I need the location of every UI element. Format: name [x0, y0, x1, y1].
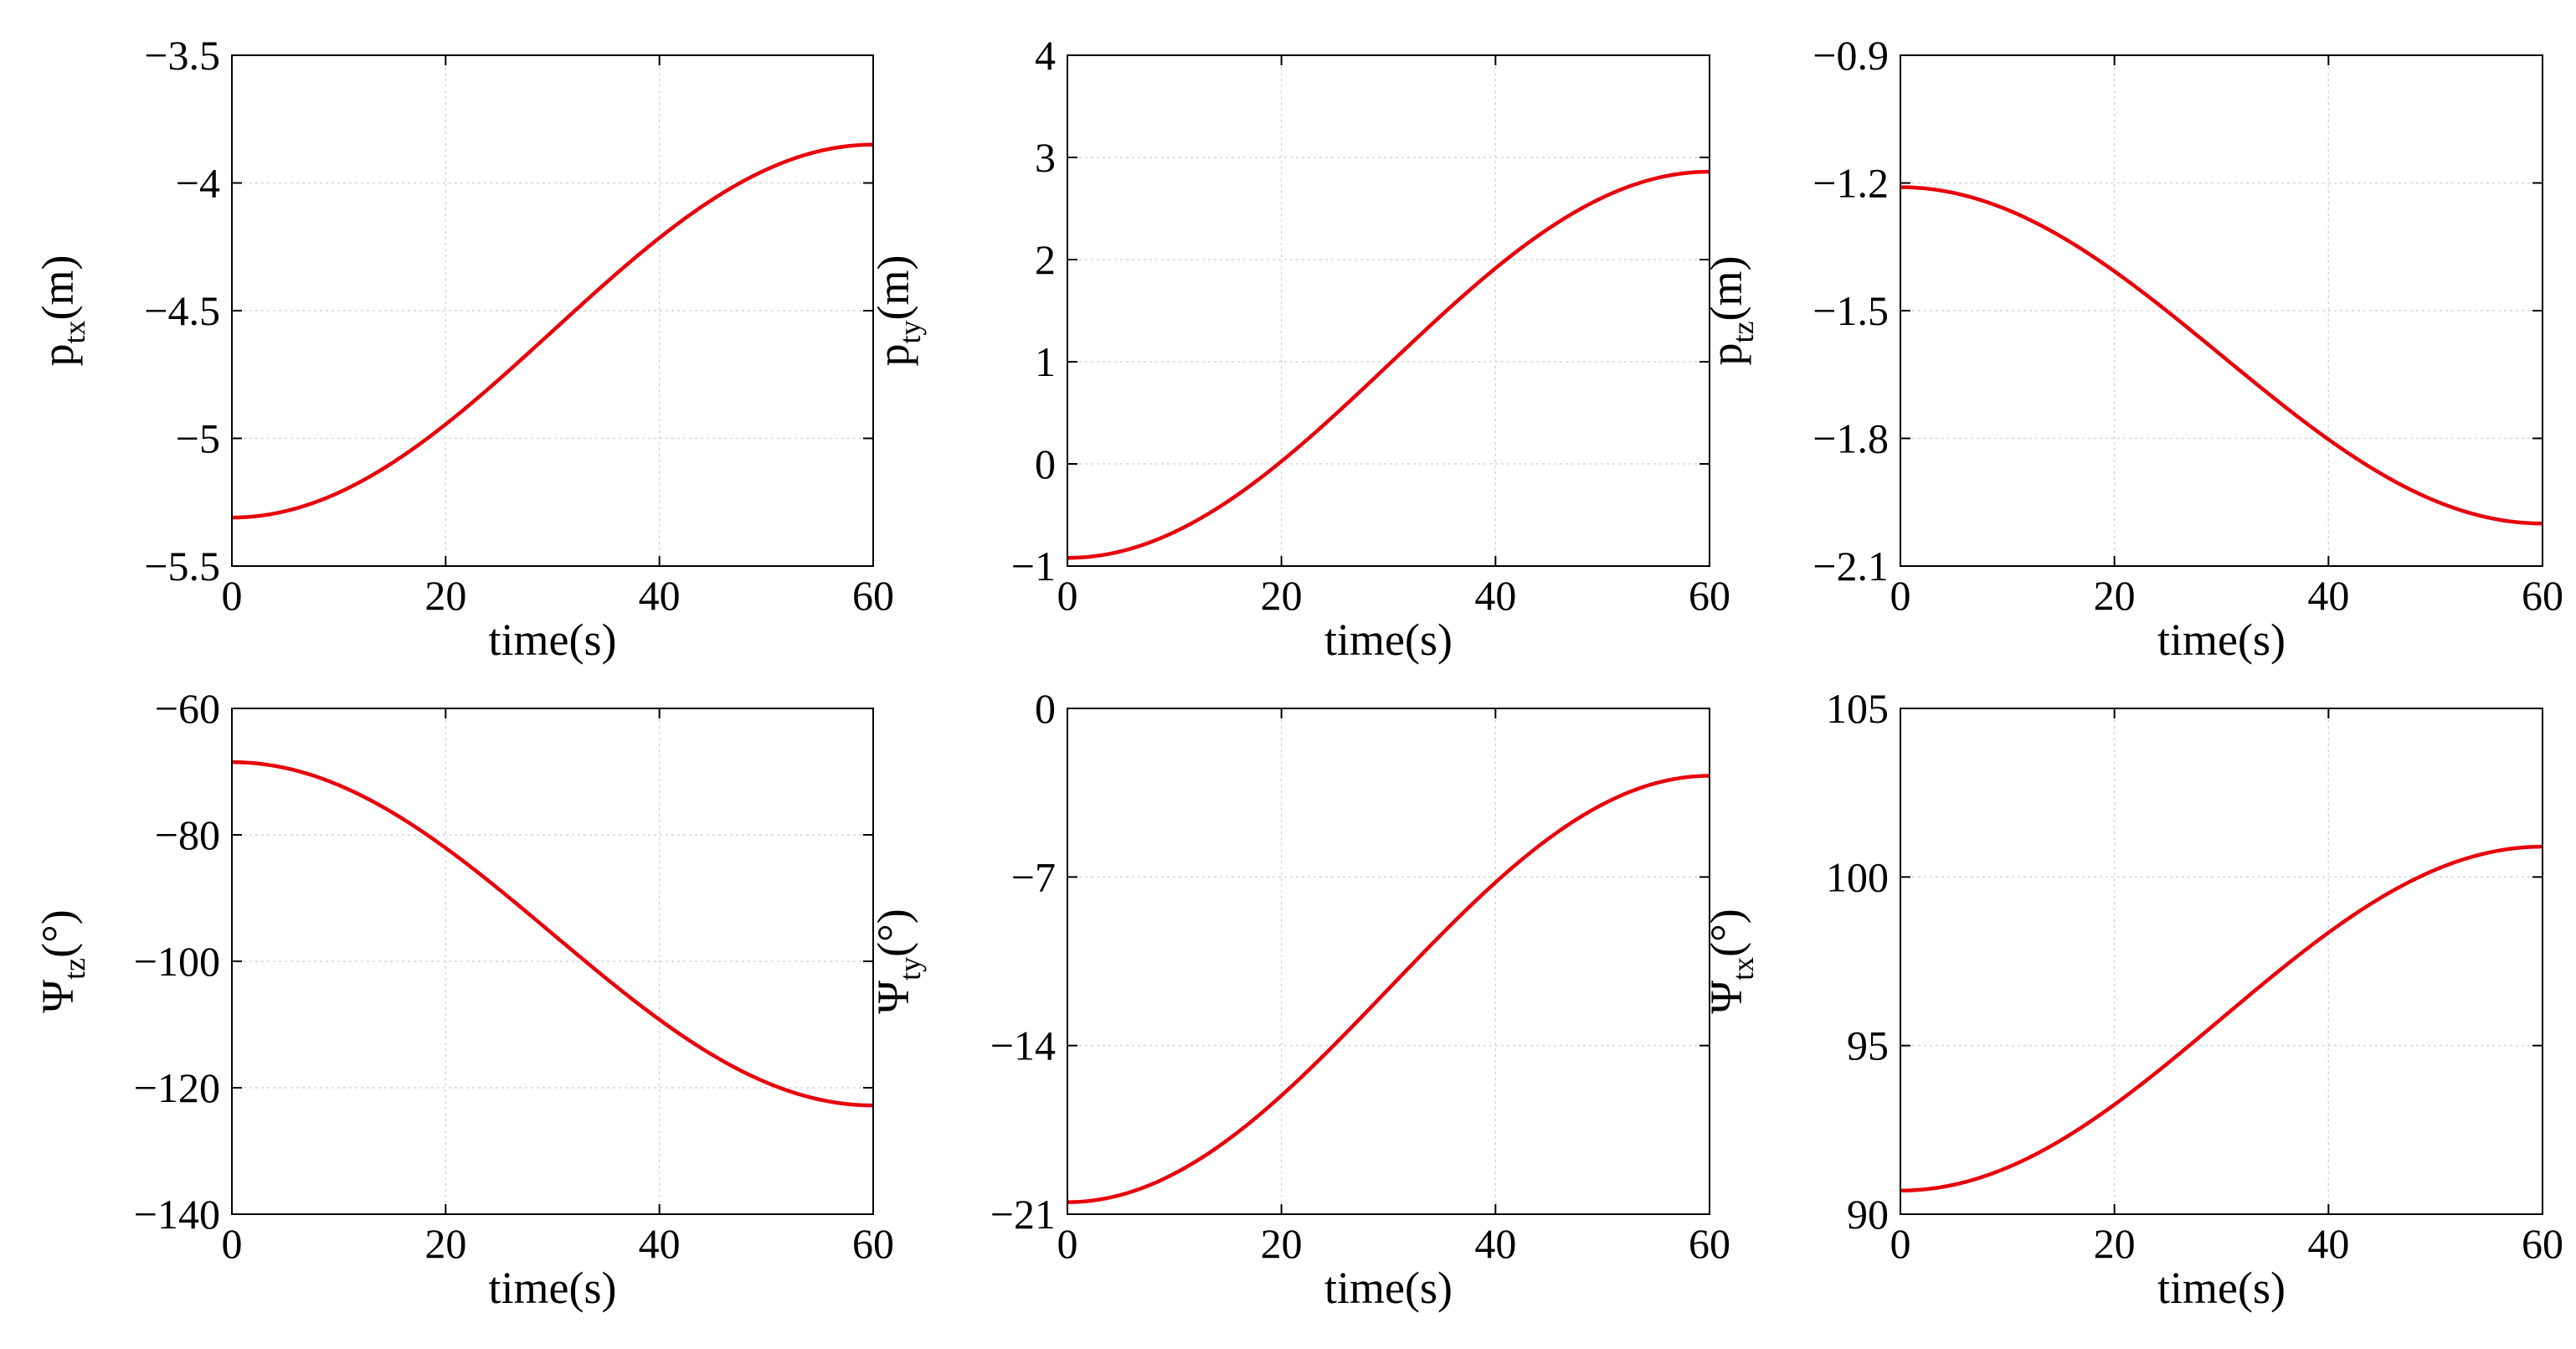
panel-3: 0 20 40 60 −2.1 −1.8 −1.5 −1.2 −0.9 time(s) ptz(m)	[1701, 32, 2563, 665]
y-axis-label: pty(m)	[868, 255, 927, 367]
y-axis-unit: (°)	[868, 909, 918, 957]
data-curve	[1067, 774, 1710, 1204]
y-tick-label: −100	[134, 938, 220, 985]
y-tick-label: 2	[1035, 236, 1056, 283]
y-axis-symbol: p	[33, 343, 83, 366]
x-tick-label: 0	[222, 1220, 243, 1267]
data-curve	[1900, 844, 2543, 1193]
x-tick-label: 20	[2094, 1220, 2136, 1267]
panel-1: 0 20 40 60 −5.5 −5 −4.5 −4 −3.5 time(s) ptx(m)	[33, 32, 894, 665]
data-curve	[1900, 185, 2543, 526]
x-axis-label: time(s)	[2157, 615, 2285, 665]
y-tick-label: −4	[176, 160, 220, 207]
y-tick-label: −60	[155, 685, 220, 732]
y-tick-label: 0	[1035, 685, 1056, 732]
y-axis-symbol: p	[1701, 342, 1751, 365]
x-axis-label: time(s)	[1324, 615, 1453, 665]
y-tick-label: −5	[176, 415, 220, 462]
x-tick-label: 60	[1689, 1220, 1730, 1267]
y-axis-subscript: ty	[893, 957, 927, 981]
axes-frame	[1067, 54, 1710, 567]
y-axis-subscript: tz	[58, 958, 91, 980]
y-axis-subscript: tx	[1726, 957, 1760, 981]
y-axis-symbol: Ψ	[1701, 981, 1751, 1014]
y-tick-label: −120	[134, 1064, 220, 1111]
y-tick-label: −80	[155, 811, 220, 858]
x-tick-label: 40	[639, 572, 681, 619]
y-tick-label: −1.8	[1812, 415, 1889, 462]
y-axis-label: ptx(m)	[33, 255, 91, 367]
y-axis-unit: (m)	[1701, 256, 1751, 322]
panel-5: 0 20 40 60 −21 −14 −7 0 time(s) Ψty(°)	[868, 685, 1730, 1313]
y-axis-symbol: Ψ	[33, 980, 83, 1013]
y-tick-label: −5.5	[144, 543, 220, 590]
y-axis-label: Ψtz(°)	[33, 909, 91, 1012]
y-tick-label: −1	[1011, 543, 1056, 590]
y-tick-label: 0	[1035, 440, 1056, 487]
y-axis-label: Ψty(°)	[868, 909, 927, 1013]
x-tick-label: 60	[852, 1220, 894, 1267]
y-tick-label: −1.5	[1812, 287, 1889, 334]
x-tick-label: 0	[1890, 1220, 1911, 1267]
y-axis-subscript: ty	[893, 320, 927, 343]
data-curve	[231, 142, 874, 520]
x-axis-label: time(s)	[2157, 1263, 2285, 1313]
x-tick-label: 40	[1474, 1220, 1516, 1267]
y-tick-label: −14	[990, 1022, 1056, 1069]
y-axis-label: ptz(m)	[1701, 256, 1760, 366]
x-tick-label: 0	[1057, 1220, 1078, 1267]
y-axis-subscript: tx	[58, 320, 91, 343]
panel-6: 0 20 40 60 90 95 100 105 time(s) Ψtx(°)	[1701, 685, 2563, 1313]
y-tick-label: −7	[1011, 853, 1056, 900]
y-tick-label: −21	[990, 1191, 1056, 1238]
x-tick-label: 40	[1474, 572, 1516, 619]
x-tick-label: 60	[2522, 1220, 2563, 1267]
x-axis-label: time(s)	[489, 615, 617, 665]
y-tick-label: −4.5	[144, 287, 220, 334]
x-tick-label: 20	[1261, 1220, 1303, 1267]
y-tick-label: 100	[1826, 853, 1889, 900]
y-tick-label: −1.2	[1812, 160, 1889, 207]
y-axis-unit: (°)	[1701, 909, 1751, 957]
x-tick-label: 60	[852, 572, 894, 619]
x-tick-label: 40	[2307, 572, 2349, 619]
y-axis-symbol: Ψ	[868, 981, 918, 1014]
y-tick-label: −3.5	[144, 32, 220, 79]
y-axis-symbol: p	[868, 343, 918, 366]
y-axis-unit: (°)	[33, 909, 83, 958]
x-tick-label: 40	[2307, 1220, 2349, 1267]
y-tick-label: 3	[1035, 134, 1056, 181]
x-tick-label: 60	[2522, 572, 2563, 619]
y-tick-label: 4	[1035, 32, 1056, 79]
x-axis-label: time(s)	[489, 1263, 617, 1313]
panel-4: 0 20 40 60 −140 −120 −100 −80 −60 time(s) Ψtz(°)	[33, 685, 894, 1313]
x-tick-label: 20	[424, 1220, 466, 1267]
axes-frame	[1067, 708, 1710, 1215]
y-tick-label: 90	[1847, 1191, 1889, 1238]
y-axis-unit: (m)	[33, 255, 83, 321]
data-curve	[1067, 169, 1710, 560]
x-tick-label: 60	[1689, 572, 1730, 619]
y-tick-label: 105	[1826, 685, 1889, 732]
x-tick-label: 0	[1057, 572, 1078, 619]
x-tick-label: 40	[639, 1220, 681, 1267]
axes-frame	[1900, 708, 2543, 1215]
y-tick-label: −140	[134, 1191, 220, 1238]
y-axis-label: Ψtx(°)	[1701, 909, 1760, 1013]
x-tick-label: 0	[1890, 572, 1911, 619]
x-tick-label: 20	[2094, 572, 2136, 619]
y-axis-subscript: tz	[1726, 321, 1760, 342]
x-tick-label: 0	[222, 572, 243, 619]
y-tick-label: −2.1	[1812, 543, 1889, 590]
y-tick-label: 1	[1035, 338, 1056, 385]
y-axis-unit: (m)	[868, 255, 918, 321]
x-tick-label: 20	[424, 572, 466, 619]
data-curve	[231, 759, 874, 1108]
y-tick-label: −0.9	[1812, 32, 1889, 79]
x-tick-label: 20	[1261, 572, 1303, 619]
x-axis-label: time(s)	[1324, 1263, 1453, 1313]
y-tick-label: 95	[1847, 1022, 1889, 1069]
